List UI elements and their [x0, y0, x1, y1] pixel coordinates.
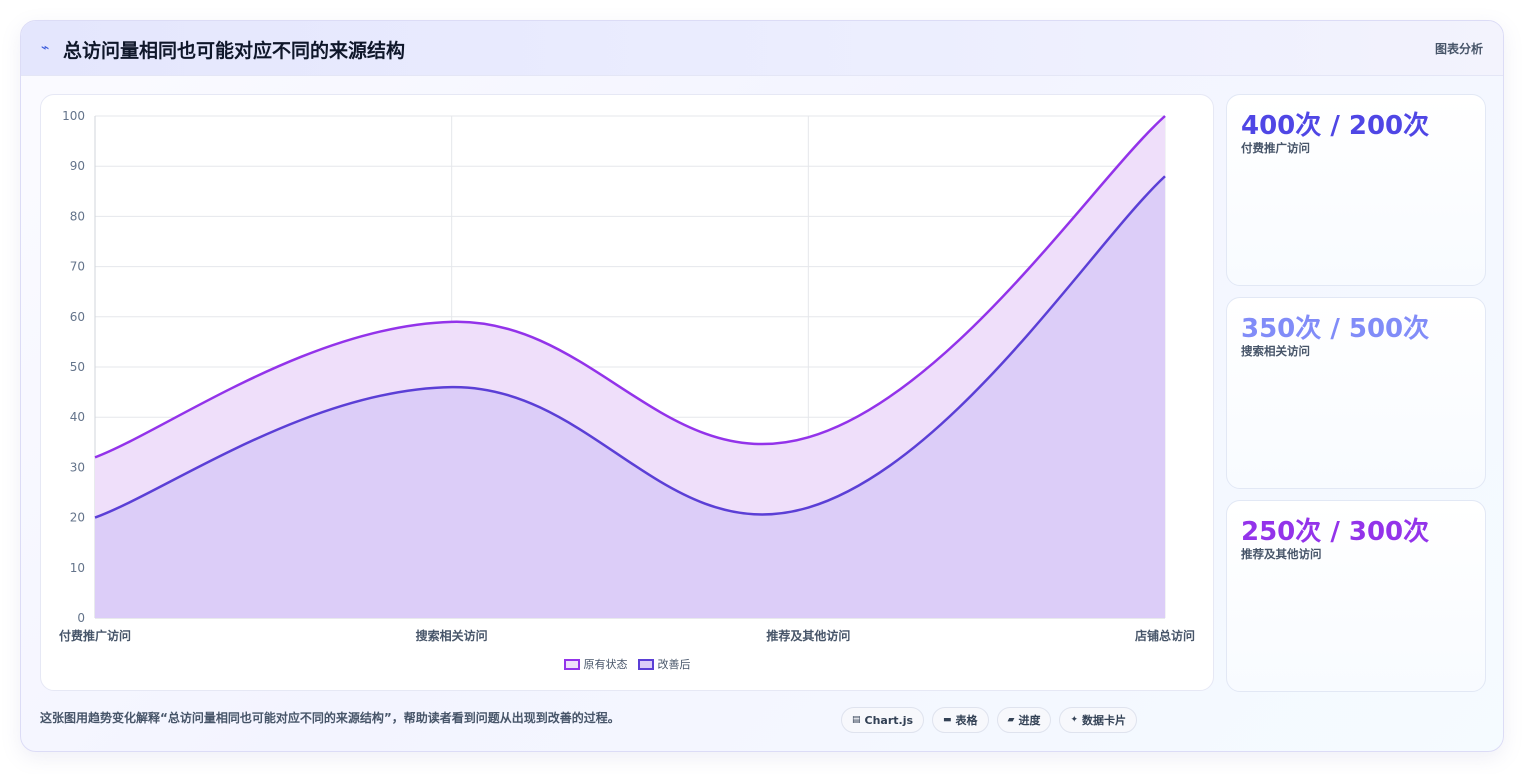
y-tick-label: 50 [70, 360, 85, 374]
legend-label-improved: 改善后 [657, 658, 691, 671]
pill-label: 进度 [1018, 714, 1041, 727]
y-tick-label: 80 [70, 209, 85, 223]
card-header: ⌁ 总访问量相同也可能对应不同的来源结构 图表分析 [21, 21, 1503, 76]
kpi-card-referral: 250次 / 300次 推荐及其他访问 [1226, 500, 1486, 692]
y-tick-label: 30 [70, 460, 85, 474]
kpi-card-paid: 400次 / 200次 付费推广访问 [1226, 94, 1486, 286]
table-icon: ▬ [943, 715, 952, 725]
legend-swatch-improved [637, 658, 654, 670]
kpi-value: 350次 / 500次 [1241, 314, 1430, 344]
kpi-value: 400次 / 200次 [1241, 111, 1430, 141]
kpi-label: 搜索相关访问 [1241, 344, 1310, 358]
pill-progress[interactable]: ▰ 进度 [996, 707, 1052, 733]
wave-icon: ⌁ [41, 40, 50, 56]
chart-icon: ▤ [852, 715, 861, 725]
series-line-1 [94, 175, 1166, 519]
x-tick-label: 店铺总访问 [1135, 628, 1195, 643]
legend-label-original: 原有状态 [583, 658, 628, 671]
legend-item-original[interactable]: 原有状态 [563, 656, 628, 672]
kpi-label: 付费推广访问 [1241, 141, 1310, 155]
chart-panel: 0 10 20 30 40 50 60 70 80 90 100 付费推广访问 搜索相关访问 推荐及其他访… [40, 94, 1214, 691]
y-tick-label: 0 [77, 611, 85, 625]
pill-label: 数据卡片 [1082, 714, 1127, 727]
pill-table[interactable]: ▬ 表格 [932, 707, 989, 733]
pill-label: Chart.js [864, 713, 914, 727]
chart-analysis-tag: 图表分析 [1434, 42, 1483, 56]
area-chart: 0 10 20 30 40 50 60 70 80 90 100 付费推广访问 搜索相关访问 推荐及其他访… [59, 109, 1195, 643]
pill-label: 表格 [955, 714, 978, 727]
y-tick-label: 40 [70, 410, 85, 424]
chart-card: ⌁ 总访问量相同也可能对应不同的来源结构 图表分析 0 10 20 30 40 50 60 7… [20, 20, 1504, 752]
legend-swatch-original [563, 658, 580, 670]
pill-data-card[interactable]: ✦ 数据卡片 [1059, 707, 1138, 733]
y-tick-label: 70 [70, 260, 85, 274]
chart-description: 这张图用趋势变化解释“总访问量相同也可能对应不同的来源结构”，帮助读者看到问题从… [40, 711, 620, 725]
y-tick-label: 20 [70, 511, 85, 525]
chart-legend: 原有状态 改善后 [41, 656, 1213, 672]
legend-item-improved[interactable]: 改善后 [637, 656, 691, 672]
series-area-1 [95, 176, 1165, 618]
tag-pills: ▤ Chart.js ▬ 表格 ▰ 进度 ✦ 数据卡片 [841, 707, 1138, 733]
kpi-value: 250次 / 300次 [1241, 517, 1430, 547]
progress-icon: ▰ [1007, 715, 1015, 725]
series-line-0 [94, 115, 1166, 459]
card-title: 总访问量相同也可能对应不同的来源结构 [63, 40, 406, 62]
x-tick-label: 付费推广访问 [59, 628, 131, 643]
kpi-card-search: 350次 / 500次 搜索相关访问 [1226, 297, 1486, 489]
x-tick-label: 推荐及其他访问 [766, 628, 850, 643]
kpi-label: 推荐及其他访问 [1241, 547, 1322, 561]
pill-chartjs[interactable]: ▤ Chart.js [841, 707, 925, 733]
y-tick-label: 100 [62, 109, 85, 123]
sparkle-icon: ✦ [1070, 715, 1079, 725]
y-tick-label: 90 [70, 159, 85, 173]
x-tick-label: 搜索相关访问 [416, 628, 488, 643]
y-tick-label: 60 [70, 310, 85, 324]
y-tick-label: 10 [70, 561, 85, 575]
